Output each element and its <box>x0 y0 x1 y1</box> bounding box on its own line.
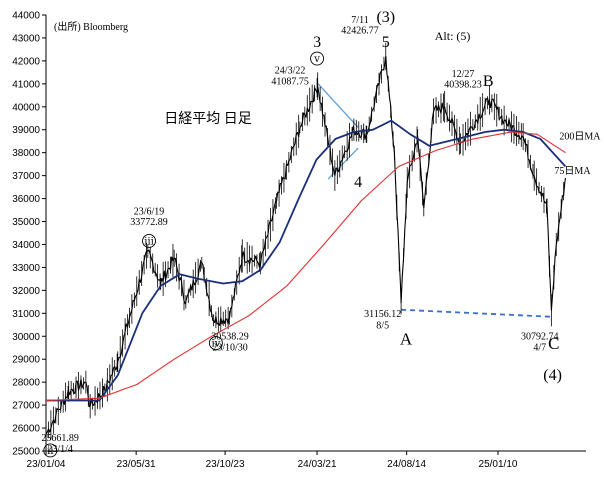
ma200-line <box>45 131 566 402</box>
chart-annotation: 3 <box>313 34 321 51</box>
x-tick-label: 23/01/04 <box>27 459 66 470</box>
y-tick-label: 36000 <box>12 194 40 205</box>
x-tick-label: 23/10/23 <box>206 459 245 470</box>
chart-annotation: 31156.12 <box>364 309 401 320</box>
chart-annotation: 25661.89 <box>41 433 79 444</box>
y-tick-label: 33000 <box>12 263 40 274</box>
y-tick-label: 38000 <box>12 148 40 159</box>
chart-annotation: 30792.74 <box>521 332 559 343</box>
x-tick-label: 23/05/31 <box>117 459 156 470</box>
chart-annotation: 7/11 <box>351 15 368 26</box>
y-tick-label: 41000 <box>12 79 40 90</box>
wave-label-circle <box>310 51 325 66</box>
y-tick-label: 32000 <box>12 286 40 297</box>
chart-annotation: 24/3/22 <box>275 66 306 77</box>
chart-annotation: 33772.89 <box>130 217 168 228</box>
y-tick-label: 44000 <box>12 11 40 22</box>
y-tick-label: 35000 <box>12 217 40 228</box>
y-tick-label: 39000 <box>12 125 40 136</box>
y-tick-label: 42000 <box>12 56 40 67</box>
chart-annotation: 4/7 <box>533 343 546 354</box>
axes: 25000 26000 27000 28000 29000 30000 31000 32000… <box>12 11 586 470</box>
chart-annotation: 200日MA <box>559 131 601 142</box>
wedge-line <box>316 82 359 128</box>
chart-annotation: ⅳ <box>211 339 220 350</box>
y-tick-label: 30000 <box>12 332 40 343</box>
chart-annotation: (3) <box>376 9 395 26</box>
chart-annotation: 75日MA <box>554 166 591 177</box>
wave-label-circle <box>208 336 223 351</box>
chart-annotation: 41087.75 <box>271 76 309 87</box>
x-tick-label: 24/03/21 <box>298 459 337 470</box>
chart-annotation: 42426.77 <box>341 25 379 36</box>
y-tick-label: 27000 <box>12 401 40 412</box>
x-tick-label: 25/01/10 <box>479 459 518 470</box>
support-dashed-line <box>401 308 552 318</box>
ma75-line <box>46 119 567 402</box>
chart-annotation: C <box>548 334 559 353</box>
wave-label-circle <box>43 443 58 458</box>
chart-annotation: 30538.29 <box>211 332 249 343</box>
y-tick-label: 28000 <box>12 378 40 389</box>
chart-annotation: ⅴ <box>313 54 320 65</box>
chart-annotation: 8/5 <box>376 321 389 332</box>
y-tick-label: 29000 <box>12 355 40 366</box>
chart-annotation: 40398.23 <box>444 80 482 91</box>
wave-label-circle <box>142 234 156 248</box>
chart-title: 日経平均 日足 <box>164 111 252 127</box>
chart-annotation: (4) <box>543 367 562 384</box>
chart-annotation: ⅲ <box>144 236 154 247</box>
y-tick-label: 34000 <box>12 240 40 251</box>
chart-annotation: 5 <box>382 34 390 51</box>
source-label: (出所) Bloomberg <box>54 20 128 33</box>
chart-annotation: 12/27 <box>452 69 475 80</box>
chart-annotation: 23/10/30 <box>212 343 248 354</box>
y-tick-label: 31000 <box>12 309 40 320</box>
y-tick-label: 43000 <box>12 33 40 44</box>
chart-annotation: B <box>483 73 494 90</box>
chart-annotation: 23/6/19 <box>134 207 165 218</box>
chart-annotation: A <box>400 329 413 348</box>
y-tick-label: 40000 <box>12 102 40 113</box>
chart-annotation: Alt: (5) <box>435 29 471 43</box>
x-tick-label: 24/08/14 <box>387 459 426 470</box>
trend-lines <box>316 82 552 318</box>
series <box>45 42 567 446</box>
chart-annotation: ⅱ <box>47 446 54 457</box>
chart-annotation: 4 <box>354 174 362 191</box>
chart-annotation: 23/1/4 <box>47 444 73 455</box>
y-tick-label: 37000 <box>12 171 40 182</box>
y-tick-label: 25000 <box>12 447 40 458</box>
wedge-line <box>327 147 359 180</box>
y-tick-label: 26000 <box>12 424 40 435</box>
